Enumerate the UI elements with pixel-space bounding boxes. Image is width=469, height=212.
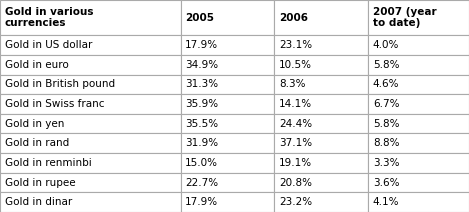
Bar (274, 153, 368, 173)
Bar (0, 173, 181, 192)
Text: 15.0%: 15.0% (185, 158, 218, 168)
Bar (181, 75, 274, 94)
Bar (0, 153, 181, 173)
Text: 24.4%: 24.4% (279, 119, 312, 129)
Bar (181, 134, 274, 153)
Text: Gold in rand: Gold in rand (5, 138, 69, 148)
Text: 2005: 2005 (185, 13, 214, 23)
Bar (181, 173, 274, 192)
Text: 37.1%: 37.1% (279, 138, 312, 148)
Text: Gold in euro: Gold in euro (5, 60, 68, 70)
Text: 34.9%: 34.9% (185, 60, 219, 70)
Bar (274, 192, 368, 212)
Text: Gold in dinar: Gold in dinar (5, 197, 72, 207)
Bar (274, 75, 368, 94)
Text: 10.5%: 10.5% (279, 60, 312, 70)
Bar (181, 192, 274, 212)
Text: Gold in yen: Gold in yen (5, 119, 64, 129)
Bar (368, 94, 469, 114)
Bar (368, 114, 469, 134)
Text: 35.9%: 35.9% (185, 99, 219, 109)
Text: 35.5%: 35.5% (185, 119, 219, 129)
Text: 5.8%: 5.8% (373, 60, 400, 70)
Bar (181, 55, 274, 75)
Text: Gold in renminbi: Gold in renminbi (5, 158, 91, 168)
Text: 2007 (year
to date): 2007 (year to date) (373, 7, 437, 28)
Bar (368, 173, 469, 192)
Text: 20.8%: 20.8% (279, 178, 312, 188)
Bar (0, 134, 181, 153)
Text: Gold in US dollar: Gold in US dollar (5, 40, 92, 50)
Text: 3.6%: 3.6% (373, 178, 400, 188)
Bar (0, 192, 181, 212)
Bar (368, 192, 469, 212)
Text: 19.1%: 19.1% (279, 158, 312, 168)
Text: 23.2%: 23.2% (279, 197, 312, 207)
Bar (368, 55, 469, 75)
Bar (274, 173, 368, 192)
Text: Gold in rupee: Gold in rupee (5, 178, 76, 188)
Bar (274, 114, 368, 134)
Bar (274, 35, 368, 55)
Text: 17.9%: 17.9% (185, 40, 219, 50)
Text: 8.8%: 8.8% (373, 138, 400, 148)
Bar (368, 134, 469, 153)
Text: Gold in Swiss franc: Gold in Swiss franc (5, 99, 104, 109)
Text: 31.3%: 31.3% (185, 80, 219, 89)
Text: 2006: 2006 (279, 13, 308, 23)
Bar (0, 75, 181, 94)
Bar (368, 75, 469, 94)
Text: 17.9%: 17.9% (185, 197, 219, 207)
Bar (0, 0, 181, 35)
Bar (274, 55, 368, 75)
Bar (368, 0, 469, 35)
Text: Gold in British pound: Gold in British pound (5, 80, 115, 89)
Bar (0, 114, 181, 134)
Text: 31.9%: 31.9% (185, 138, 219, 148)
Text: Gold in various
currencies: Gold in various currencies (5, 7, 93, 28)
Bar (274, 134, 368, 153)
Text: 8.3%: 8.3% (279, 80, 306, 89)
Bar (181, 35, 274, 55)
Bar (368, 153, 469, 173)
Bar (274, 94, 368, 114)
Text: 22.7%: 22.7% (185, 178, 219, 188)
Text: 4.1%: 4.1% (373, 197, 400, 207)
Bar (368, 35, 469, 55)
Text: 4.0%: 4.0% (373, 40, 399, 50)
Bar (181, 153, 274, 173)
Bar (181, 114, 274, 134)
Bar (181, 94, 274, 114)
Text: 6.7%: 6.7% (373, 99, 400, 109)
Text: 4.6%: 4.6% (373, 80, 400, 89)
Text: 23.1%: 23.1% (279, 40, 312, 50)
Text: 14.1%: 14.1% (279, 99, 312, 109)
Bar (0, 35, 181, 55)
Bar (0, 94, 181, 114)
Bar (0, 55, 181, 75)
Bar (181, 0, 274, 35)
Text: 5.8%: 5.8% (373, 119, 400, 129)
Text: 3.3%: 3.3% (373, 158, 400, 168)
Bar (274, 0, 368, 35)
